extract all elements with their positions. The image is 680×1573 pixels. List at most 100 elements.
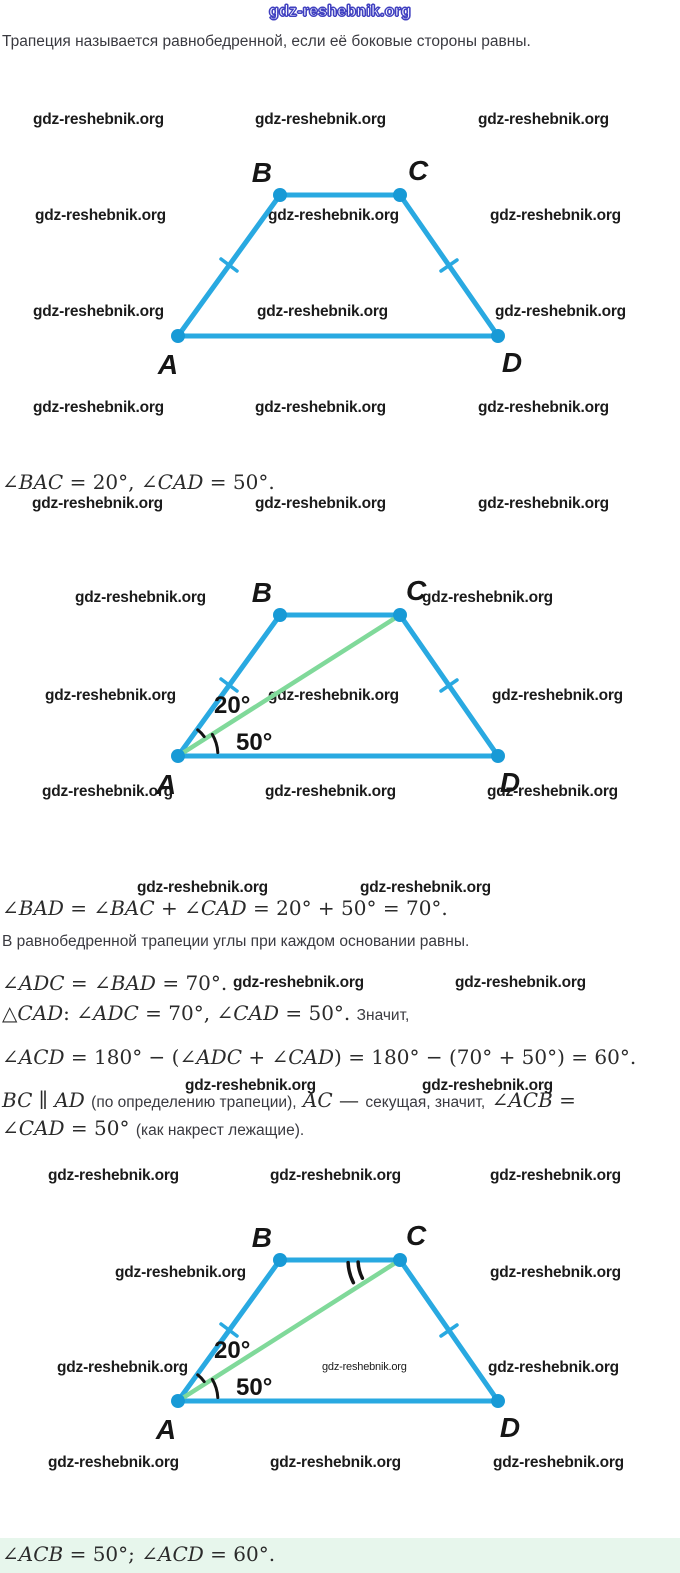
angle-mark-acb-1 [356, 1260, 365, 1280]
watermark: gdz-reshebnik.org [137, 879, 268, 896]
vertex-dot-c [393, 1253, 407, 1267]
vertex-label-a: A [155, 1414, 176, 1445]
watermark: gdz-reshebnik.org [57, 1359, 188, 1376]
vertex-label-b: B [252, 1222, 272, 1253]
vertex-label-c: C [406, 575, 427, 606]
definition-text: Трапеция называется равнобедренной, если… [2, 33, 531, 50]
watermark: gdz-reshebnik.org [33, 303, 164, 320]
connector-text: Значит, [356, 1007, 410, 1024]
formula-text: ∠CAD = 50° [2, 1116, 130, 1140]
watermark: gdz-reshebnik.org [48, 1167, 179, 1184]
parallel-line: BC ∥ AD (по определению трапеции), AC — … [2, 1089, 576, 1111]
watermark: gdz-reshebnik.org [33, 111, 164, 128]
formula-text: ∠ACD = 180° − (∠ADC + ∠CAD) = 180° − (70… [2, 1045, 637, 1069]
watermark: gdz-reshebnik.org [255, 399, 386, 416]
watermark: gdz-reshebnik.org [490, 207, 621, 224]
formula-text: ∠ACB = 50°; ∠ACD = 60°. [2, 1542, 276, 1566]
equal-side-tick-cd [439, 678, 459, 693]
vertex-label-a: A [157, 349, 178, 380]
equal-side-tick-cd [439, 1323, 459, 1338]
watermark: gdz-reshebnik.org [185, 1077, 316, 1094]
watermark: gdz-reshebnik.org [422, 1077, 553, 1094]
sum-angles-formula: ∠BAD = ∠BAC + ∠CAD = 20° + 50° = 70°. [2, 897, 448, 919]
vertex-label-c: C [406, 1220, 427, 1251]
alternate-angles-line: ∠CAD = 50° (как накрест лежащие). [2, 1117, 304, 1139]
vertex-dot-c [393, 608, 407, 622]
watermark: gdz-reshebnik.org [255, 111, 386, 128]
vertex-dot-b [273, 608, 287, 622]
watermark: gdz-reshebnik.org [492, 687, 623, 704]
vertex-dot-b [273, 1253, 287, 1267]
vertex-label-b: B [252, 157, 272, 188]
watermark: gdz-reshebnik.org [478, 111, 609, 128]
equal-side-tick-ab [219, 257, 239, 273]
triangle-cad-line: △CAD: ∠ADC = 70°, ∠CAD = 50°. Значит, [2, 1002, 409, 1024]
watermark: gdz-reshebnik.org [490, 1264, 621, 1281]
explanation-text: (по определению трапеции), [91, 1094, 297, 1111]
watermark: gdz-reshebnik.org [360, 879, 491, 896]
trapezoid-diagram-1: B C A D [157, 155, 522, 380]
vertex-dot-a [171, 1394, 185, 1408]
equal-side-tick-cd [439, 258, 459, 273]
formula-text: AC — [302, 1088, 360, 1112]
watermark: gdz-reshebnik.org [115, 1264, 246, 1281]
watermark: gdz-reshebnik.org [257, 303, 388, 320]
angle-label-50: 50° [236, 1374, 272, 1401]
watermark: gdz-reshebnik.org [478, 399, 609, 416]
watermark: gdz-reshebnik.org [270, 1167, 401, 1184]
vertex-label-d: D [502, 347, 522, 378]
watermark: gdz-reshebnik.org [488, 1359, 619, 1376]
angle-label-20: 20° [214, 1337, 250, 1364]
formula-text: BC ∥ AD [2, 1088, 85, 1112]
watermark: gdz-reshebnik.org [487, 783, 618, 800]
equal-side-tick-ab [219, 677, 239, 693]
watermark: gdz-reshebnik.org [270, 1454, 401, 1471]
vertex-label-d: D [500, 767, 520, 798]
watermark: gdz-reshebnik.org [490, 1167, 621, 1184]
watermark: gdz-reshebnik.org [322, 1361, 407, 1373]
watermark: gdz-reshebnik.org [255, 495, 386, 512]
vertex-dot-b [273, 188, 287, 202]
vertex-dot-d [491, 749, 505, 763]
angle-arc-bac [196, 1373, 206, 1384]
formula-text: ∠BAD = ∠BAC + ∠CAD = 20° + 50° = 70°. [2, 896, 448, 920]
watermark: gdz-reshebnik.org [493, 1454, 624, 1471]
vertex-label-c: C [408, 155, 429, 186]
formula-text: ∠ADC = ∠BAD = 70°. [2, 971, 228, 995]
vertex-dot-a [171, 329, 185, 343]
formula-text: ∠ACB = [491, 1088, 576, 1112]
site-watermark-header: gdz-reshebnik.org [268, 3, 412, 20]
watermark: gdz-reshebnik.org [48, 1454, 179, 1471]
watermark: gdz-reshebnik.org [268, 207, 399, 224]
angle-label-20: 20° [214, 692, 250, 719]
vertex-label-d: D [500, 1412, 520, 1443]
diagonal-ac [175, 612, 403, 759]
isosceles-rule-text: В равнобедренной трапеции углы при каждо… [2, 933, 470, 950]
angle-mark-acb-2 [346, 1260, 356, 1285]
formula-text: △CAD: ∠ADC = 70°, ∠CAD = 50°. [2, 1001, 351, 1025]
vertex-dot-d [491, 1394, 505, 1408]
vertex-dot-a [171, 749, 185, 763]
given-angles-formula: ∠BAC = 20°, ∠CAD = 50°. [2, 471, 275, 493]
watermark: gdz-reshebnik.org [33, 399, 164, 416]
explanation-text: (как накрест лежащие). [135, 1122, 305, 1139]
trapezoid-diagram-3: 20° 50° B C A D [155, 1220, 520, 1445]
trapezoid-diagram-2: 20° 50° B C A D [155, 575, 520, 800]
watermark: gdz-reshebnik.org [268, 687, 399, 704]
final-answer: ∠ACB = 50°; ∠ACD = 60°. [2, 1543, 680, 1565]
watermark: gdz-reshebnik.org [478, 495, 609, 512]
watermark: gdz-reshebnik.org [495, 303, 626, 320]
angle-arc-cad [210, 732, 220, 754]
answer-highlight-box: ∠ACB = 50°; ∠ACD = 60°. [0, 1538, 680, 1573]
watermark: gdz-reshebnik.org [35, 207, 166, 224]
vertex-label-a: A [155, 769, 176, 800]
watermark: gdz-reshebnik.org [455, 974, 586, 991]
watermark: gdz-reshebnik.org [422, 589, 553, 606]
acd-formula: ∠ACD = 180° − (∠ADC + ∠CAD) = 180° − (70… [2, 1046, 636, 1068]
equal-side-tick-ab [219, 1322, 239, 1338]
watermark: gdz-reshebnik.org [265, 783, 396, 800]
vertex-dot-c [393, 188, 407, 202]
watermark: gdz-reshebnik.org [32, 495, 163, 512]
angle-arc-cad [210, 1377, 220, 1399]
